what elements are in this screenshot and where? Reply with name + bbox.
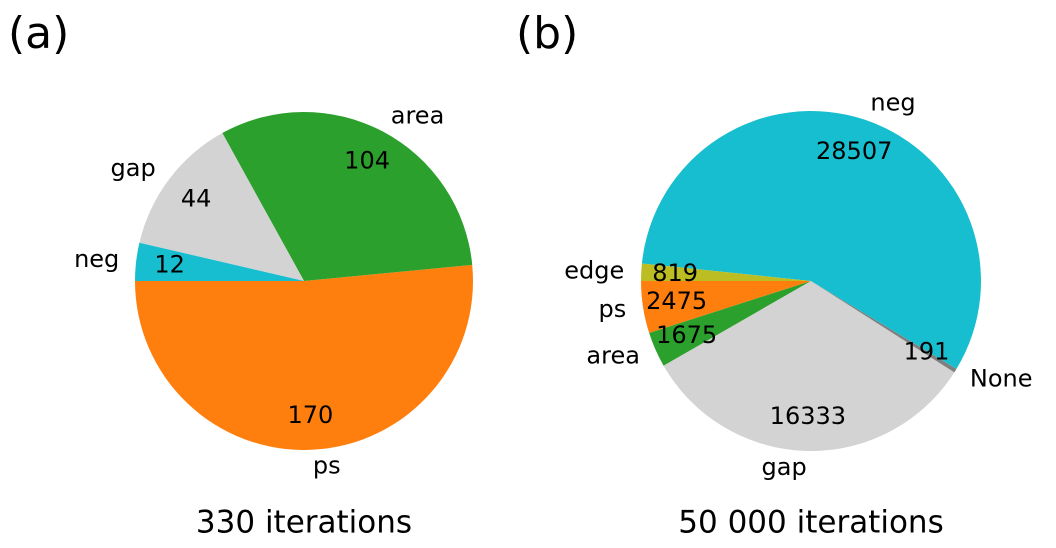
value-label: 16333 — [770, 402, 846, 430]
category-label: gap — [762, 453, 807, 481]
pie-wedge — [222, 112, 473, 281]
value-label: 1675 — [656, 321, 717, 349]
panel-label: (b) — [516, 8, 578, 59]
pie-wedge — [641, 263, 811, 281]
pie-wedge — [649, 281, 811, 366]
pie-wedge — [641, 281, 811, 334]
category-label: None — [970, 365, 1033, 393]
value-label: 170 — [288, 401, 334, 429]
value-label: 2475 — [646, 287, 707, 315]
pie-wedge — [641, 111, 981, 369]
category-label: neg — [74, 245, 119, 273]
value-label: 28507 — [816, 137, 892, 165]
pie-wedge — [135, 264, 474, 451]
category-label: ps — [313, 452, 341, 480]
value-label: 44 — [181, 184, 212, 212]
value-label: 819 — [652, 259, 698, 287]
category-label: ps — [599, 295, 627, 323]
value-label: 12 — [154, 251, 185, 279]
panel-label: (a) — [8, 8, 69, 59]
pie-wedge — [663, 281, 955, 451]
pie-wedge — [811, 281, 957, 373]
category-label: edge — [564, 256, 624, 284]
pie-wedge — [139, 133, 304, 281]
x-axis-label: 330 iterations — [196, 505, 412, 541]
value-label: 104 — [344, 146, 390, 174]
category-label: area — [586, 342, 640, 370]
value-label: 191 — [904, 338, 950, 366]
category-label: gap — [111, 154, 156, 182]
pie-wedge — [135, 242, 304, 281]
category-label: area — [391, 102, 445, 130]
x-axis-label: 50 000 iterations — [678, 505, 943, 541]
category-label: neg — [870, 89, 915, 117]
